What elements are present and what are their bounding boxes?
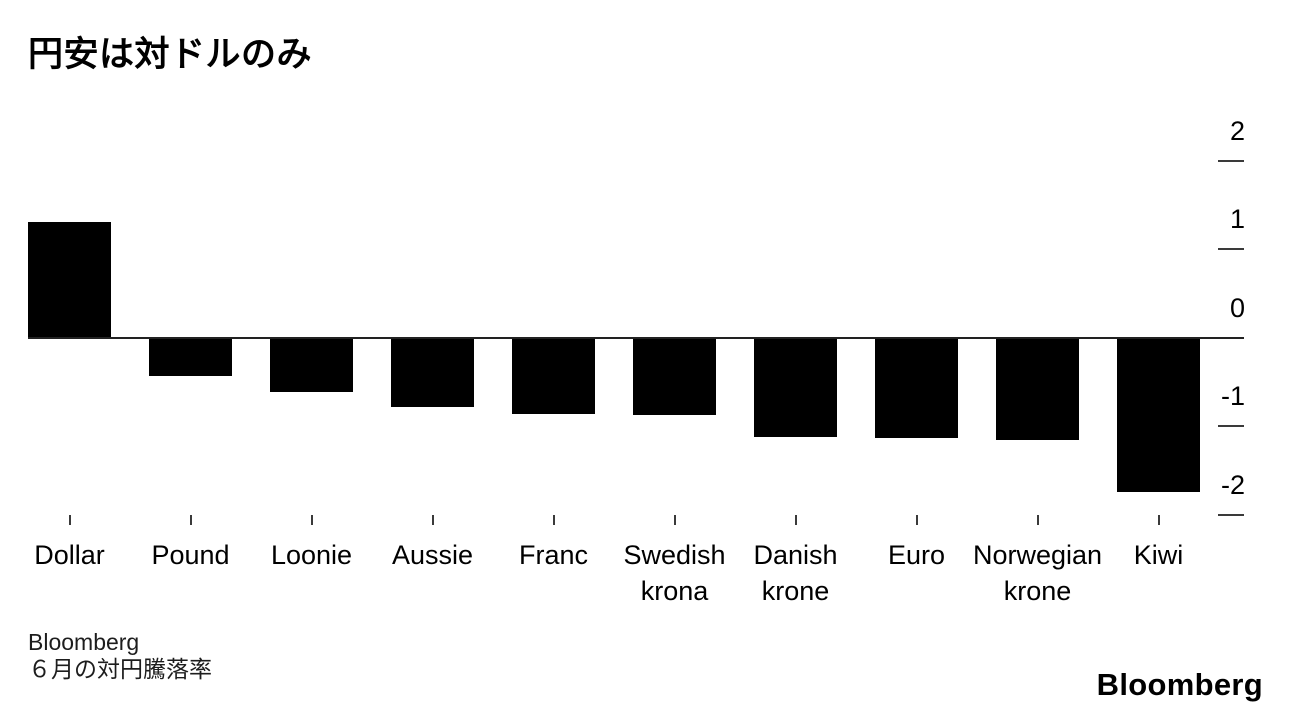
bar-swedish-krona: [633, 337, 716, 416]
bar-norwegian-krone: [996, 337, 1079, 441]
x-axis-label-aussie: Aussie: [391, 540, 474, 570]
y-axis-label--1: -1: [1220, 381, 1245, 411]
x-axis-tick-euro: [915, 515, 918, 525]
x-axis-tick-franc: [552, 515, 555, 525]
x-axis-tick-danish-krone: [794, 515, 797, 525]
x-axis-tick-dollar: [68, 515, 71, 525]
zero-axis-line: [28, 336, 1244, 339]
y-axis-tick--2: [1218, 513, 1244, 516]
x-axis-tick-kiwi: [1157, 515, 1160, 525]
bar-aussie: [391, 337, 474, 408]
y-axis-tick--1: [1218, 425, 1244, 427]
y-axis-tick-2: [1218, 159, 1244, 162]
x-axis-label-franc: Franc: [518, 540, 589, 570]
bar-euro: [875, 337, 958, 439]
y-axis-label-1: 1: [1229, 204, 1245, 234]
x-axis-tick-aussie: [431, 515, 434, 525]
x-axis-label-kiwi: Kiwi: [1133, 540, 1184, 570]
x-axis-tick-pound: [189, 515, 192, 525]
bar-kiwi: [1117, 337, 1200, 493]
y-axis-label-0: 0: [1229, 292, 1245, 323]
x-axis-label-dollar: Dollar: [34, 540, 105, 570]
bloomberg-logo: Bloomberg: [1096, 667, 1263, 702]
chart-title: 円安は対ドルのみ: [28, 35, 313, 74]
x-axis-label-pound: Pound: [151, 540, 230, 570]
source-label: Bloomberg: [28, 629, 140, 655]
y-axis-label--2: -2: [1220, 469, 1245, 500]
bar-dollar: [28, 222, 111, 338]
bar-pound: [149, 337, 232, 377]
x-axis-label-norwegian-krone: Norwegian krone: [972, 540, 1103, 606]
bar-franc: [512, 337, 595, 414]
footnote-label: ６月の対円騰落率: [28, 656, 212, 682]
x-axis-label-euro: Euro: [887, 540, 946, 570]
bar-loonie: [270, 337, 353, 393]
x-axis-tick-norwegian-krone: [1036, 515, 1039, 525]
x-axis-label-danish-krone: Danish krone: [753, 540, 838, 606]
y-axis-label-2: 2: [1229, 115, 1245, 146]
x-axis-label-loonie: Loonie: [270, 540, 353, 570]
bar-danish-krone: [754, 337, 837, 437]
x-axis-label-swedish-krona: Swedish krona: [623, 540, 726, 606]
x-axis-tick-swedish-krona: [673, 515, 676, 525]
x-axis-tick-loonie: [310, 515, 313, 525]
y-axis-tick-1: [1218, 248, 1244, 250]
